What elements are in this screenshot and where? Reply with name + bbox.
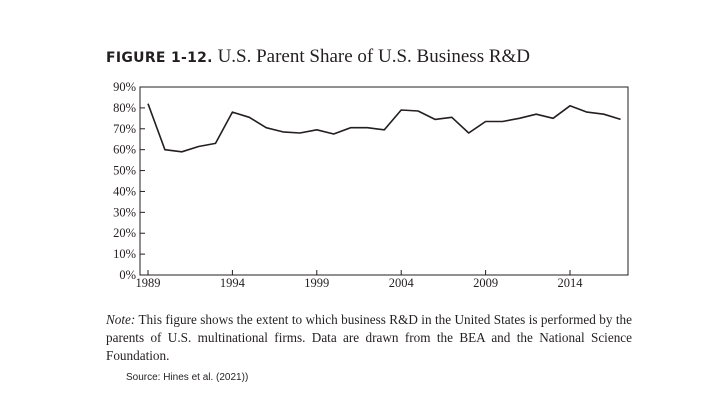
figure-label: FIGURE 1-12. bbox=[106, 50, 213, 66]
figure-title: FIGURE 1-12. U.S. Parent Share of U.S. B… bbox=[106, 46, 530, 68]
y-tick-label: 70% bbox=[113, 122, 136, 136]
source-text: Source: Hines et al. (2021)) bbox=[126, 372, 249, 383]
note-text: This figure shows the extent to which bu… bbox=[106, 312, 632, 363]
y-tick-label: 0% bbox=[119, 268, 136, 282]
x-tick-label: 2009 bbox=[473, 276, 498, 290]
y-tick-label: 80% bbox=[113, 101, 136, 115]
y-tick-label: 40% bbox=[113, 184, 136, 198]
x-tick-label: 1989 bbox=[136, 276, 161, 290]
x-tick-label: 1999 bbox=[304, 276, 329, 290]
figure-note: Note: This figure shows the extent to wh… bbox=[106, 311, 632, 365]
x-tick-label: 1994 bbox=[220, 276, 246, 290]
x-tick-label: 2014 bbox=[558, 276, 584, 290]
series-line bbox=[147, 103, 621, 153]
note-label: Note: bbox=[106, 312, 136, 327]
x-tick-label: 2004 bbox=[389, 276, 415, 290]
figure-title-text: U.S. Parent Share of U.S. Business R&D bbox=[217, 46, 531, 67]
y-tick-label: 50% bbox=[113, 164, 136, 178]
y-tick-label: 10% bbox=[113, 247, 136, 261]
y-tick-label: 60% bbox=[113, 143, 136, 157]
y-tick-label: 30% bbox=[113, 205, 136, 219]
y-tick-label: 90% bbox=[113, 80, 136, 94]
y-tick-label: 20% bbox=[113, 226, 136, 240]
plot-frame bbox=[139, 86, 629, 276]
